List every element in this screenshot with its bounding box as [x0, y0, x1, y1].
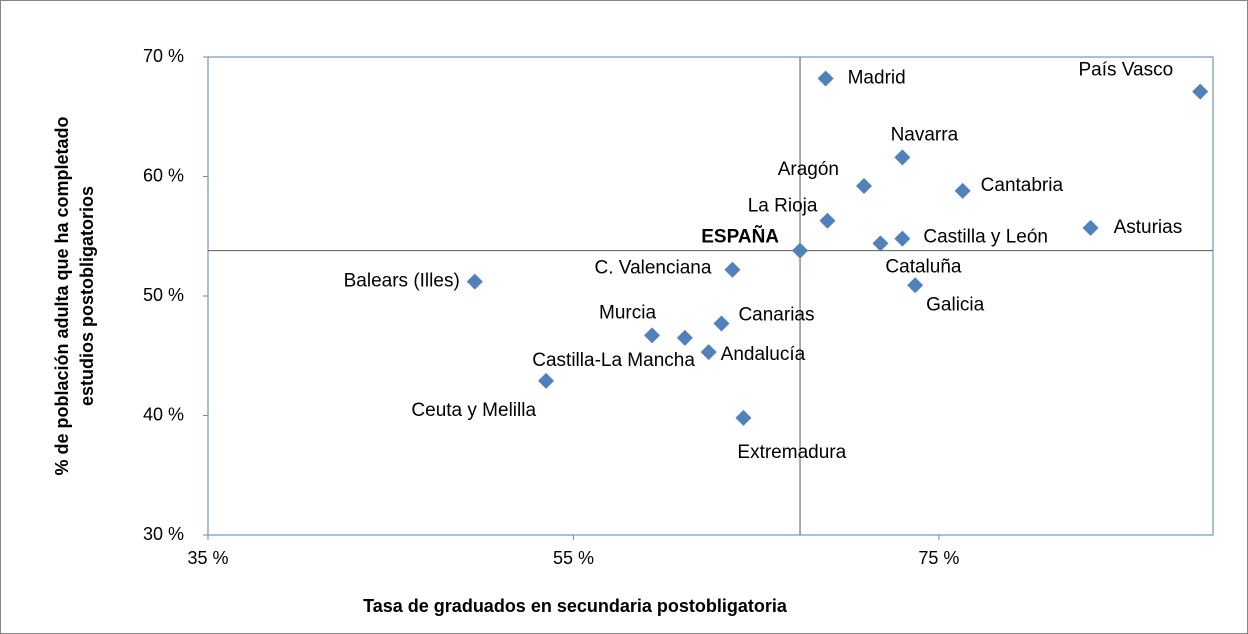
point	[724, 261, 741, 278]
point	[644, 327, 661, 344]
point-label: País Vasco	[1079, 60, 1174, 81]
point-label: Cantabria	[981, 175, 1064, 196]
x-tick-label: 55 %	[553, 548, 594, 568]
point-label: Extremadura	[737, 442, 846, 463]
point-label: Ceuta y Melilla	[411, 400, 536, 421]
point-label: Castilla y León	[923, 227, 1048, 248]
point	[700, 344, 717, 361]
y-axis-title: estudios postobligatorios	[77, 186, 97, 406]
x-tick-label: 35 %	[187, 548, 228, 568]
point	[1192, 83, 1209, 100]
point	[466, 273, 483, 290]
point	[1082, 219, 1099, 236]
point-label: C. Valenciana	[595, 258, 712, 279]
point-label: Andalucía	[721, 344, 806, 365]
point-label: ESPAÑA	[701, 226, 779, 248]
point	[817, 70, 834, 87]
point-label: Asturias	[1114, 217, 1183, 238]
point	[894, 149, 911, 166]
point	[894, 230, 911, 247]
y-tick-label: 40 %	[143, 404, 184, 424]
point-label: La Rioja	[748, 196, 818, 217]
point-label: Canarias	[738, 305, 814, 326]
point-label: Aragón	[778, 159, 839, 180]
point	[792, 242, 809, 259]
point	[907, 277, 924, 294]
y-tick-label: 30 %	[143, 524, 184, 544]
point	[713, 315, 730, 332]
point-label: Madrid	[848, 68, 906, 89]
y-axis-title: % de población adulta que ha completado	[52, 116, 72, 475]
x-axis-title: Tasa de graduados en secundaria postobli…	[363, 596, 788, 616]
x-tick-label: 75 %	[918, 548, 959, 568]
y-tick-label: 50 %	[143, 285, 184, 305]
point-label: Cataluña	[885, 256, 961, 277]
point-label: Navarra	[891, 124, 959, 145]
point-label: Castilla-La Mancha	[532, 350, 695, 371]
point	[819, 212, 836, 229]
y-tick-label: 70 %	[143, 46, 184, 66]
point	[872, 235, 889, 252]
point-label: Galicia	[926, 294, 985, 315]
point-label: Murcia	[599, 302, 656, 323]
y-tick-label: 60 %	[143, 165, 184, 185]
point	[735, 409, 752, 426]
point	[855, 178, 872, 195]
point	[954, 182, 971, 199]
point	[538, 372, 555, 389]
point	[676, 329, 693, 346]
point-label: Balears (Illes)	[344, 271, 460, 292]
